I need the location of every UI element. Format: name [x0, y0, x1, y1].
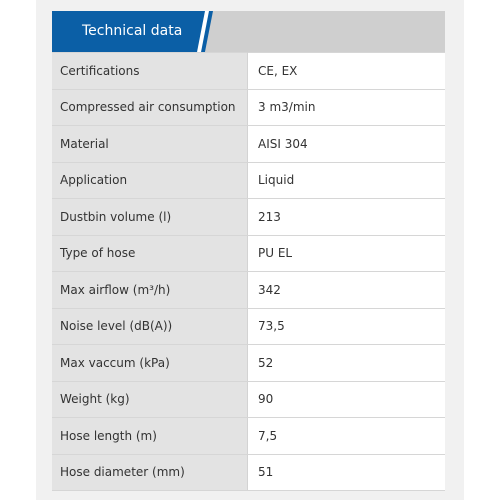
spec-value: 90 — [247, 380, 445, 418]
table-row: Compressed air consumption 3 m3/min — [52, 88, 445, 126]
spec-value: 7,5 — [247, 417, 445, 455]
spec-label: Material — [52, 125, 248, 163]
table-row: Max vaccum (kPa) 52 — [52, 344, 445, 382]
table-row: Max airflow (m³/h) 342 — [52, 271, 445, 309]
spec-value: 3 m3/min — [247, 88, 445, 126]
table-row: Noise level (dB(A)) 73,5 — [52, 307, 445, 345]
spec-value: PU EL — [247, 234, 445, 272]
spec-label: Noise level (dB(A)) — [52, 307, 248, 345]
spec-label: Weight (kg) — [52, 380, 248, 418]
table-row: Certifications CE, EX — [52, 52, 445, 90]
technical-data-table: Certifications CE, EX Compressed air con… — [52, 52, 445, 491]
spec-value: 213 — [247, 198, 445, 236]
tab-technical-data[interactable]: Technical data — [52, 11, 213, 52]
spec-label: Application — [52, 161, 248, 199]
spec-label: Certifications — [52, 52, 248, 90]
spec-label: Hose length (m) — [52, 417, 248, 455]
spec-label: Dustbin volume (l) — [52, 198, 248, 236]
spec-value: 73,5 — [247, 307, 445, 345]
table-row: Material AISI 304 — [52, 125, 445, 163]
spec-value: 342 — [247, 271, 445, 309]
spec-value: 52 — [247, 344, 445, 382]
spec-label: Max airflow (m³/h) — [52, 271, 248, 309]
table-row: Type of hose PU EL — [52, 234, 445, 272]
spec-label: Hose diameter (mm) — [52, 453, 248, 491]
spec-value: AISI 304 — [247, 125, 445, 163]
tab-technical-data-label: Technical data — [82, 23, 183, 39]
table-row: Hose diameter (mm) 51 — [52, 453, 445, 491]
spec-value: CE, EX — [247, 52, 445, 90]
spec-label: Max vaccum (kPa) — [52, 344, 248, 382]
table-row: Dustbin volume (l) 213 — [52, 198, 445, 236]
spec-label: Type of hose — [52, 234, 248, 272]
spec-value: 51 — [247, 453, 445, 491]
tab-bar: Technical data — [52, 11, 445, 52]
spec-value: Liquid — [247, 161, 445, 199]
table-row: Application Liquid — [52, 161, 445, 199]
spec-label: Compressed air consumption — [52, 88, 248, 126]
table-row: Hose length (m) 7,5 — [52, 417, 445, 455]
table-row: Weight (kg) 90 — [52, 380, 445, 418]
